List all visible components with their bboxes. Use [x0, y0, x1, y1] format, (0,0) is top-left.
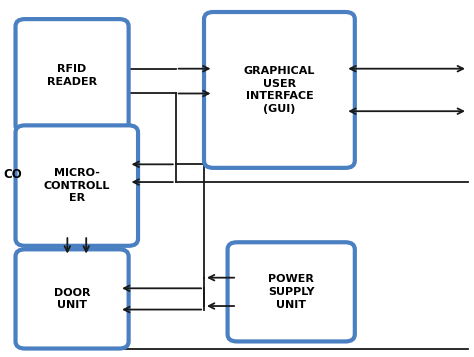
Text: DOOR
UNIT: DOOR UNIT	[54, 287, 91, 310]
FancyBboxPatch shape	[16, 19, 128, 132]
FancyBboxPatch shape	[228, 242, 355, 341]
FancyBboxPatch shape	[204, 12, 355, 168]
Text: RFID
READER: RFID READER	[47, 64, 97, 87]
Text: MICRO-
CONTROLL
ER: MICRO- CONTROLL ER	[44, 168, 110, 203]
Text: GRAPHICAL
USER
INTERFACE
(GUI): GRAPHICAL USER INTERFACE (GUI)	[244, 66, 315, 114]
Text: CO: CO	[4, 169, 22, 181]
Text: POWER
SUPPLY
UNIT: POWER SUPPLY UNIT	[268, 274, 314, 310]
FancyBboxPatch shape	[16, 249, 128, 348]
FancyBboxPatch shape	[16, 125, 138, 246]
